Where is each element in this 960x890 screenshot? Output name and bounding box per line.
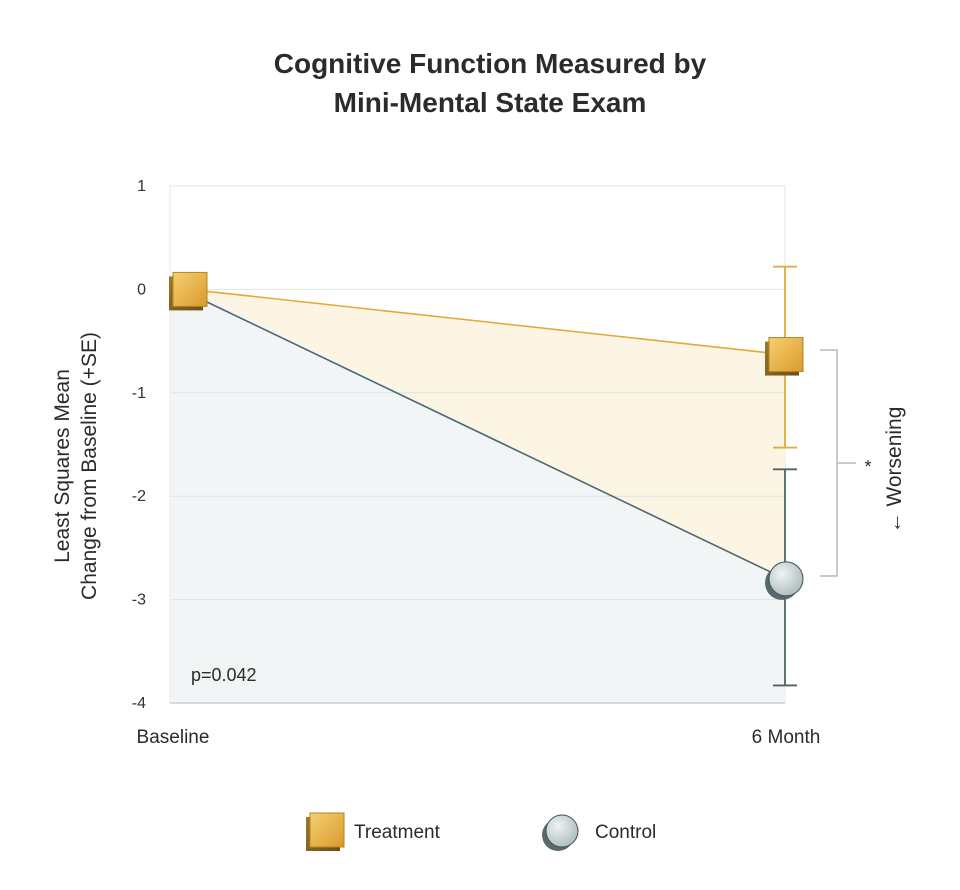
y-axis-title-line-1: Least Squares Mean [51, 369, 74, 563]
control-marker-6-month [765, 561, 804, 600]
x-category-label: Baseline [137, 727, 210, 748]
y-tick-label: 0 [137, 281, 146, 298]
gridlines [170, 288, 785, 704]
difference-area-fill [189, 289, 785, 579]
significance-bracket [820, 349, 856, 577]
chart-title-line-2: Mini-Mental State Exam [334, 87, 647, 118]
legend: Treatment Control [306, 812, 656, 851]
y-tick-label: -4 [132, 695, 146, 712]
y-tick-label: -1 [132, 385, 146, 402]
treatment-marker-baseline [169, 271, 208, 311]
data-markers [169, 271, 804, 600]
p-value-label: p=0.042 [191, 665, 257, 685]
bracket-line [820, 349, 838, 577]
legend-control-label: Control [595, 822, 656, 843]
series-lines [188, 288, 786, 580]
x-category-label: 6 Month [752, 727, 821, 748]
legend-control-marker [542, 814, 579, 851]
y-tick-label: -2 [132, 488, 146, 505]
y-tick-label: 1 [137, 178, 146, 195]
control-series-line [188, 292, 786, 580]
y-tick-labels: 1 0 -1 -2 -3 -4 [132, 178, 146, 712]
chart-title-line-1: Cognitive Function Measured by [274, 48, 707, 79]
treatment-marker-6-month [765, 337, 804, 376]
legend-treatment-label: Treatment [354, 822, 441, 843]
treatment-series-line [188, 288, 786, 356]
significance-asterisk: * [864, 457, 871, 477]
worsening-label: ← Worsening [883, 407, 906, 534]
legend-treatment-marker [306, 812, 345, 851]
x-category-labels: Baseline 6 Month [137, 727, 821, 748]
y-tick-label: -3 [132, 592, 146, 609]
y-axis-title-line-2: Change from Baseline (+SE) [78, 332, 101, 600]
